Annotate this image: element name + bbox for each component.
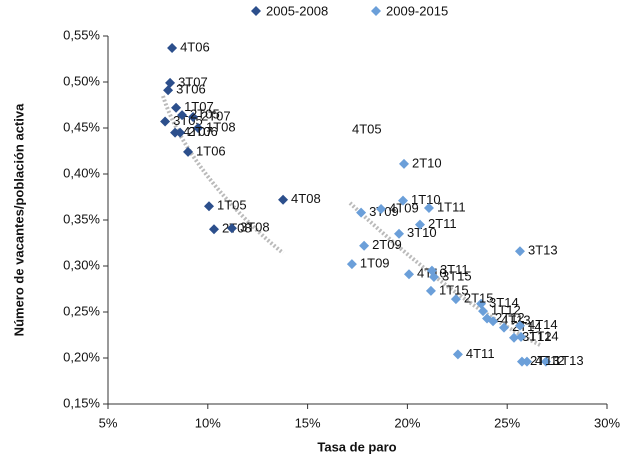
point-label: 2T09	[372, 237, 402, 252]
point	[359, 240, 370, 251]
point	[488, 316, 499, 327]
point-label: 3T06	[176, 82, 206, 97]
point	[226, 223, 237, 234]
point-label: 3T12	[522, 329, 552, 344]
point-label: 1T11	[437, 199, 466, 214]
point	[376, 203, 387, 214]
point	[208, 224, 219, 235]
point	[165, 77, 176, 88]
point	[398, 195, 409, 206]
point-label: 1T13	[554, 353, 584, 368]
x-tick-label: 5%	[99, 415, 118, 430]
point	[394, 228, 405, 239]
point	[414, 219, 425, 230]
point-label: 2T15	[464, 291, 494, 306]
point	[399, 158, 410, 169]
point	[540, 356, 551, 367]
x-tick-label: 30%	[594, 415, 620, 430]
point-label: 1T14	[529, 328, 559, 343]
point-label: 3T07	[178, 74, 208, 89]
point	[425, 285, 436, 296]
point	[423, 203, 434, 214]
annotation: 4T05	[352, 121, 382, 136]
point	[188, 111, 199, 122]
point-label: 4T08	[291, 191, 321, 206]
point	[499, 322, 510, 333]
point-label: 2T11	[428, 216, 457, 231]
point	[428, 272, 439, 283]
point	[167, 42, 178, 53]
point	[515, 331, 526, 342]
point	[450, 294, 461, 305]
point-label: 2T07	[201, 108, 231, 123]
x-tick-label: 25%	[494, 415, 520, 430]
point-label: 1T07	[184, 99, 214, 114]
point	[193, 123, 204, 133]
point-label: 4T13	[501, 313, 531, 328]
point-label: 4T06	[180, 39, 210, 54]
x-tick-label: 15%	[295, 415, 321, 430]
point-label: 2T12	[495, 310, 525, 325]
y-tick-label: 0,25%	[63, 303, 100, 318]
point	[356, 207, 367, 218]
point-label: 3T11	[440, 262, 469, 277]
point-label: 3T15	[442, 268, 472, 283]
point	[160, 116, 171, 127]
point	[508, 332, 519, 343]
point	[278, 194, 289, 205]
y-tick-label: 0,35%	[63, 211, 100, 226]
y-tick-label: 0,55%	[63, 27, 100, 42]
y-tick-label: 0,30%	[63, 257, 100, 272]
legend-label: 2005-2008	[266, 3, 328, 18]
point-label: 4T11	[466, 346, 495, 361]
x-axis-title: Tasa de paro	[317, 439, 396, 454]
trend-line	[348, 201, 541, 347]
x-tick-label: 20%	[394, 415, 420, 430]
point-label: 3T08	[240, 220, 270, 235]
point	[171, 102, 182, 113]
point-label: 2T10	[412, 155, 442, 170]
point-label: 2T06	[188, 124, 218, 139]
legend-marker	[371, 6, 381, 16]
point-label: 1T12	[491, 303, 521, 318]
point-label: 1T09	[360, 256, 390, 271]
point-label: 3T14	[489, 295, 519, 310]
x-tick-label: 10%	[195, 415, 221, 430]
point-label: 1T08	[206, 119, 236, 134]
y-tick-label: 0,45%	[63, 119, 100, 134]
legend-marker	[251, 6, 261, 16]
point	[514, 246, 525, 257]
point-label: 1T10	[411, 192, 441, 207]
y-tick-label: 0,40%	[63, 165, 100, 180]
point	[403, 269, 414, 280]
point-label: 1T06	[196, 143, 226, 158]
point-label: 4T14	[528, 317, 558, 332]
point	[175, 127, 186, 138]
y-tick-label: 0,20%	[63, 349, 100, 364]
y-axis-title: Número de vacantes/población activa	[11, 103, 26, 336]
point-label: 2T13	[530, 353, 560, 368]
point	[177, 110, 188, 121]
trend-line	[161, 95, 285, 255]
point-label: 3T13	[528, 243, 558, 258]
point	[516, 356, 527, 367]
point-label: 1T15	[439, 282, 469, 297]
point	[346, 259, 357, 270]
y-tick-label: 0,15%	[63, 395, 100, 410]
point	[452, 349, 463, 360]
point	[183, 146, 194, 157]
point	[163, 85, 174, 96]
y-tick-label: 0,50%	[63, 73, 100, 88]
point	[478, 306, 489, 317]
point-label: 1T05	[217, 198, 247, 213]
point	[476, 298, 487, 309]
point-label: 2T05	[190, 107, 220, 122]
point-label: 3T09	[369, 204, 399, 219]
legend-label: 2009-2015	[386, 3, 448, 18]
point	[203, 201, 214, 212]
point-label: 4T09	[389, 200, 419, 215]
point	[514, 320, 525, 331]
point-label: 3T10	[407, 225, 437, 240]
